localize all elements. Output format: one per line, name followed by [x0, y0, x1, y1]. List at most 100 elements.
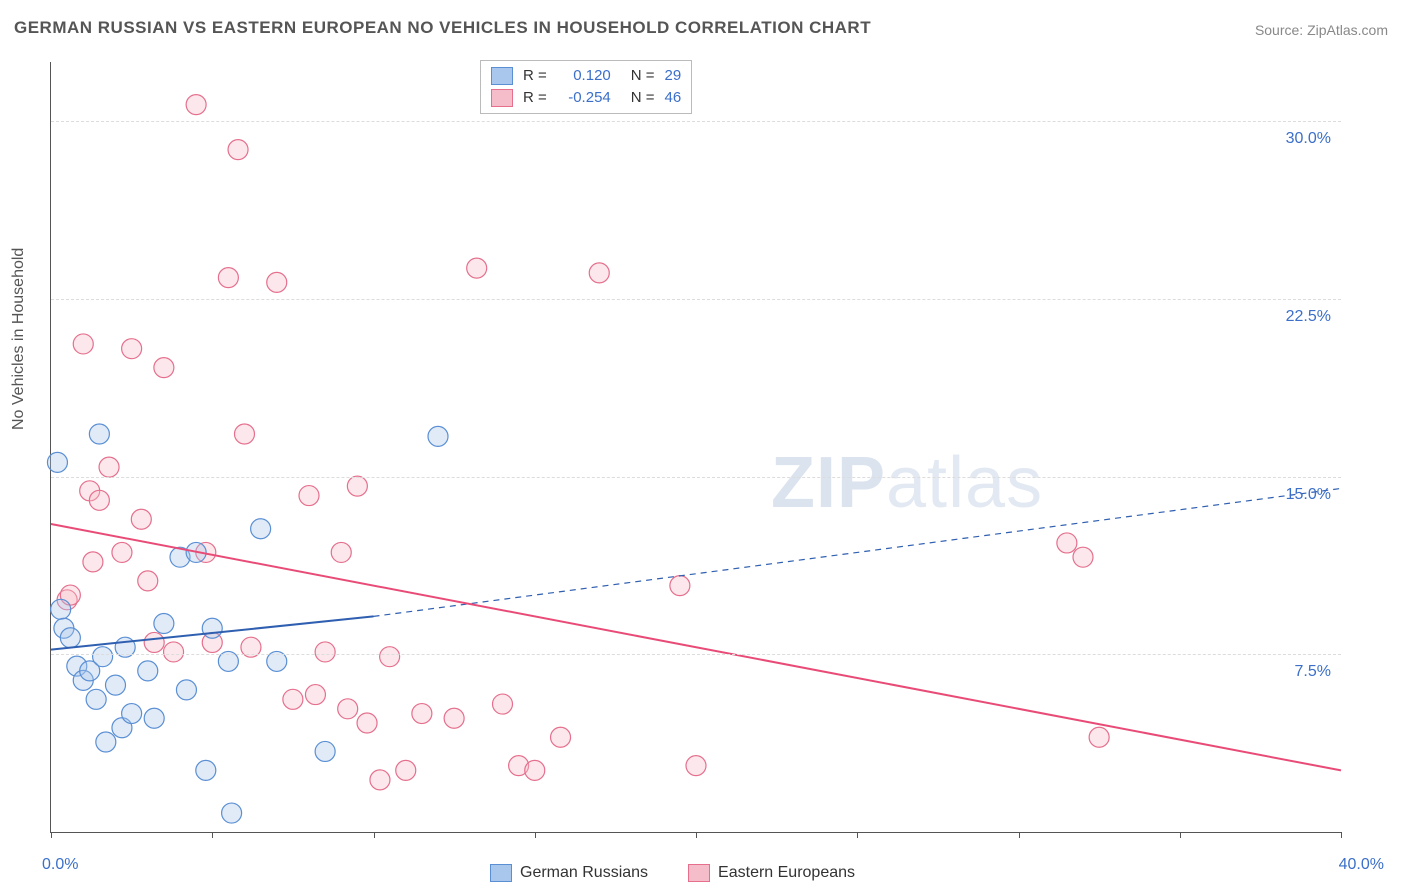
scatter-point: [444, 708, 464, 728]
scatter-point: [347, 476, 367, 496]
scatter-point: [283, 689, 303, 709]
scatter-point: [89, 490, 109, 510]
scatter-point: [305, 685, 325, 705]
scatter-point: [396, 760, 416, 780]
scatter-point: [525, 760, 545, 780]
plot-svg: [51, 62, 1341, 832]
scatter-point: [154, 614, 174, 634]
scatter-point: [196, 760, 216, 780]
x-tick: [696, 832, 697, 838]
scatter-point: [73, 334, 93, 354]
scatter-point: [86, 689, 106, 709]
scatter-point: [131, 509, 151, 529]
scatter-point: [551, 727, 571, 747]
y-tick-label: 30.0%: [1286, 130, 1331, 148]
legend-swatch: [688, 864, 710, 882]
x-tick: [1019, 832, 1020, 838]
y-tick-label: 22.5%: [1286, 308, 1331, 326]
scatter-point: [1073, 547, 1093, 567]
x-tick: [1341, 832, 1342, 838]
scatter-point: [51, 599, 71, 619]
legend-n-label: N =: [631, 65, 655, 87]
legend-item: Eastern Europeans: [688, 864, 855, 882]
scatter-point: [89, 424, 109, 444]
scatter-point: [122, 704, 142, 724]
legend-r-label: R =: [523, 87, 547, 109]
legend-r-label: R =: [523, 65, 547, 87]
scatter-point: [670, 576, 690, 596]
scatter-point: [112, 542, 132, 562]
legend-swatch: [490, 864, 512, 882]
legend-item: German Russians: [490, 864, 648, 882]
x-axis-min-label: 0.0%: [42, 856, 78, 874]
x-tick: [857, 832, 858, 838]
scatter-point: [412, 704, 432, 724]
legend-n-label: N =: [631, 87, 655, 109]
scatter-point: [370, 770, 390, 790]
y-tick-label: 15.0%: [1286, 486, 1331, 504]
x-axis-max-label: 40.0%: [1339, 856, 1384, 874]
scatter-point: [138, 571, 158, 591]
source-attribution: Source: ZipAtlas.com: [1255, 22, 1388, 38]
scatter-point: [228, 140, 248, 160]
scatter-point: [589, 263, 609, 283]
scatter-point: [122, 339, 142, 359]
gridline: [51, 654, 1341, 655]
x-tick: [374, 832, 375, 838]
scatter-point: [144, 708, 164, 728]
scatter-point: [1057, 533, 1077, 553]
scatter-point: [467, 258, 487, 278]
legend-row: R = -0.254 N = 46: [491, 87, 681, 109]
scatter-point: [251, 519, 271, 539]
scatter-point: [164, 642, 184, 662]
y-axis-label: No Vehicles in Household: [10, 248, 28, 430]
correlation-legend: R = 0.120 N = 29 R = -0.254 N = 46: [480, 60, 692, 114]
legend-label: German Russians: [520, 864, 648, 882]
scatter-point: [202, 618, 222, 638]
scatter-point: [47, 452, 67, 472]
legend-row: R = 0.120 N = 29: [491, 65, 681, 87]
scatter-point: [338, 699, 358, 719]
scatter-point: [380, 647, 400, 667]
x-tick: [535, 832, 536, 838]
legend-r-value: 0.120: [557, 65, 611, 87]
scatter-point: [493, 694, 513, 714]
scatter-point: [138, 661, 158, 681]
scatter-point: [99, 457, 119, 477]
trend-line-dashed: [374, 488, 1342, 616]
gridline: [51, 477, 1341, 478]
scatter-point: [218, 268, 238, 288]
scatter-point: [186, 95, 206, 115]
scatter-point: [60, 628, 80, 648]
scatter-point: [235, 424, 255, 444]
scatter-point: [106, 675, 126, 695]
scatter-point: [154, 358, 174, 378]
legend-n-value: 46: [665, 87, 682, 109]
x-tick: [51, 832, 52, 838]
legend-n-value: 29: [665, 65, 682, 87]
scatter-point: [315, 642, 335, 662]
chart-title: GERMAN RUSSIAN VS EASTERN EUROPEAN NO VE…: [14, 18, 871, 38]
scatter-point: [315, 741, 335, 761]
y-tick-label: 7.5%: [1295, 663, 1331, 681]
scatter-point: [222, 803, 242, 823]
scatter-point: [357, 713, 377, 733]
scatter-point: [93, 647, 113, 667]
legend-swatch: [491, 67, 513, 85]
x-tick: [212, 832, 213, 838]
legend-label: Eastern Europeans: [718, 864, 855, 882]
legend-swatch: [491, 89, 513, 107]
gridline: [51, 299, 1341, 300]
scatter-point: [267, 272, 287, 292]
legend-r-value: -0.254: [557, 87, 611, 109]
scatter-point: [428, 426, 448, 446]
scatter-point: [96, 732, 116, 752]
gridline: [51, 121, 1341, 122]
scatter-point: [686, 756, 706, 776]
scatter-point: [176, 680, 196, 700]
series-legend: German Russians Eastern Europeans: [490, 864, 855, 882]
scatter-point: [144, 632, 164, 652]
scatter-point: [331, 542, 351, 562]
plot-area: ZIPatlas 7.5%15.0%22.5%30.0%: [50, 62, 1341, 833]
scatter-point: [1089, 727, 1109, 747]
